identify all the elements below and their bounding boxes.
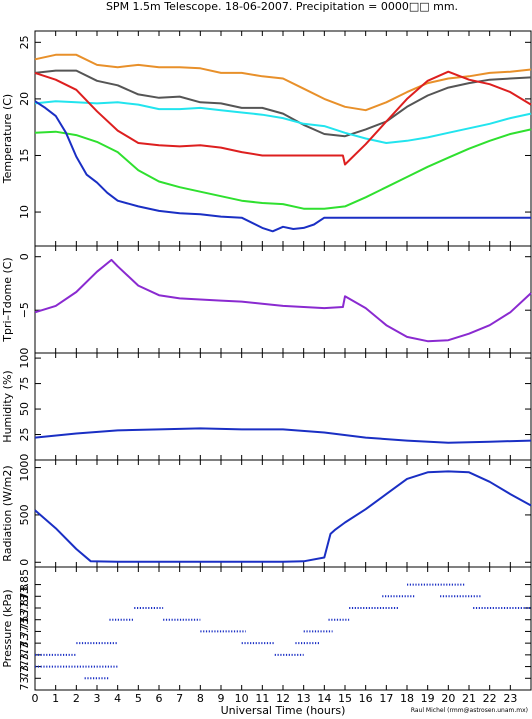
y-tick-label: 15 [18,148,31,162]
panel-frame [34,352,532,461]
y-tick-label: −5 [18,302,31,318]
y-tick-label: 0 [18,253,31,260]
y-tick-label: 73.7 [18,607,31,632]
x-tick-label: 23 [503,692,517,705]
y-tick-label: 100 [18,348,31,369]
panel-frame [34,566,532,691]
panels: 10 15 20 25 Temperature (C) 0 −5 Tpri–Tdome (C)… [1,30,532,691]
credit-text: Raul Michel (rmm@astrosen.unam.mx) [411,707,528,714]
y-tick-label: 1000 [18,454,31,482]
y-tick-label: 73.7 [18,643,31,668]
panel-1: 10 15 20 25 Temperature (C) [1,30,532,247]
y-tick-label: 73.75 [18,616,31,648]
panel-5: 73.773.773.773.773.7573.773.8773.873.85P… [1,566,532,691]
series-line-1 [34,427,532,444]
x-tick-label: 3 [94,692,101,705]
x-tick-label: 2 [73,692,80,705]
x-tick-label: 0 [32,692,39,705]
y-tick-label: 73.8 [18,584,31,609]
y-tick-label: 75 [18,377,31,391]
panel-frame [34,30,532,247]
y-tick-label: 73.85 [18,569,31,601]
panel-3: 25 50 75 100 Humidity (%) [1,348,532,461]
y-tick-label: 20 [18,92,31,106]
y-tick-label: 500 [18,504,31,525]
x-tick-label: 14 [317,692,331,705]
x-axis: 0 1 2 3 4 5 6 7 8 9 10 11 12 13 14 15 16 17 18 19 20 21 22 23 [32,692,518,705]
y-axis-label: Temperature (C) [1,94,14,184]
x-tick-label: 22 [483,692,497,705]
x-tick-label: 9 [218,692,225,705]
x-tick-label: 15 [338,692,352,705]
x-tick-label: 4 [114,692,121,705]
series-line-2 [34,69,532,138]
y-axis-label: Radiation (W/m2) [1,465,14,561]
x-tick-label: 13 [297,692,311,705]
x-tick-label: 18 [400,692,414,705]
x-tick-label: 1 [52,692,59,705]
y-tick-label: 73.87 [18,592,31,624]
x-tick-label: 11 [255,692,269,705]
y-tick-label: 73.7 [18,631,31,656]
x-tick-label: 20 [441,692,455,705]
x-tick-label: 21 [462,692,476,705]
y-tick-label: 73.7 [18,666,31,691]
x-tick-label: 12 [276,692,290,705]
panel-4: 0 500 1000 Radiation (W/m2) [1,454,532,568]
figure-title: SPM 1.5m Telescope. 18-06-2007. Precipit… [106,0,458,13]
x-tick-label: 10 [235,692,249,705]
y-axis-label: Humidity (%) [1,370,14,442]
x-tick-label: 16 [359,692,373,705]
series-line-6 [34,100,531,233]
series-line-1 [34,258,532,343]
x-tick-label: 17 [379,692,393,705]
series-line-1 [34,470,532,563]
x-tick-label: 19 [421,692,435,705]
y-tick-label: 25 [18,35,31,49]
y-tick-label: 10 [18,205,31,219]
panel-frame [34,459,532,568]
series-line-4 [34,70,532,166]
series-line-1 [34,53,532,112]
x-axis-label: Universal Time (hours) [221,704,346,717]
series-line-5 [34,128,532,210]
y-tick-label: 73.7 [18,654,31,679]
y-tick-label: 50 [18,402,31,416]
y-axis-label: Pressure (kPa) [1,589,14,667]
x-tick-label: 5 [135,692,142,705]
x-tick-label: 8 [197,692,204,705]
panel-2: 0 −5 Tpri–Tdome (C) [1,245,532,354]
series-line-3 [34,100,532,144]
y-axis-label: Tpri–Tdome (C) [1,257,14,342]
y-tick-label: 25 [18,428,31,442]
x-tick-label: 7 [176,692,183,705]
y-tick-label: 0 [18,559,31,566]
x-tick-label: 6 [156,692,163,705]
